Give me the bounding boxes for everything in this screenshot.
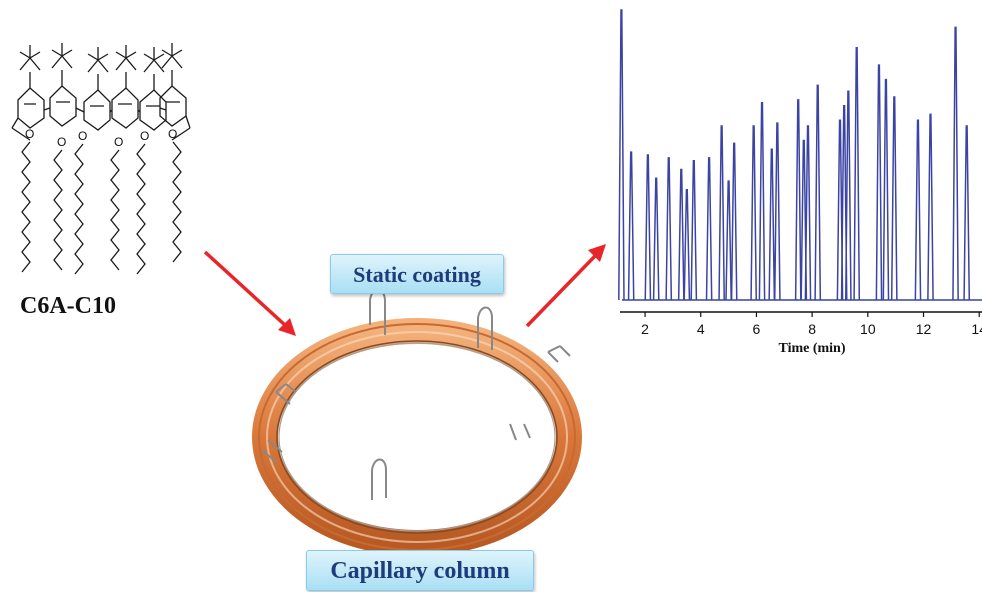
static-coating-label: Static coating bbox=[330, 254, 504, 294]
chromatogram-peak-11 bbox=[725, 180, 732, 301]
chromatogram-peak-9 bbox=[705, 157, 713, 301]
molecule-structure: O O O O O O bbox=[11, 43, 191, 275]
svg-text:O: O bbox=[25, 127, 34, 141]
x-tick-label-2: 2 bbox=[641, 321, 649, 337]
chromatogram-peak-29 bbox=[927, 113, 934, 301]
chromatogram-peak-24 bbox=[853, 46, 861, 301]
chromatogram-peak-16 bbox=[773, 122, 781, 301]
chromatogram-peak-12 bbox=[730, 142, 738, 301]
svg-text:O: O bbox=[114, 135, 123, 149]
oxygen-atoms: O O O O O O bbox=[25, 127, 177, 149]
x-axis-title: Time (min) bbox=[778, 341, 845, 356]
x-tick-label-4: 4 bbox=[697, 321, 705, 337]
svg-text:O: O bbox=[140, 129, 149, 143]
chromatogram-peak-3 bbox=[644, 154, 652, 301]
chromatogram-peak-6 bbox=[677, 168, 685, 301]
chromatogram: 2 4 6 8 10 12 14 Time (min) bbox=[618, 9, 982, 356]
chromatogram-peak-31 bbox=[963, 125, 971, 301]
arrow-column-to-chromatogram bbox=[525, 244, 606, 328]
x-tick-label-12: 12 bbox=[916, 321, 932, 337]
chromatogram-peak-8 bbox=[690, 160, 698, 301]
chromatogram-peak-27 bbox=[890, 96, 898, 301]
capillary-column-image bbox=[252, 288, 582, 556]
chromatogram-peak-4 bbox=[652, 177, 660, 301]
chromatogram-peak-7 bbox=[683, 189, 691, 301]
chromatogram-peak-26 bbox=[882, 78, 890, 301]
capillary-column-label: Capillary column bbox=[306, 550, 534, 591]
chromatogram-peak-20 bbox=[814, 84, 822, 301]
arrow-molecule-to-column bbox=[203, 250, 296, 336]
x-tick-label-10: 10 bbox=[860, 321, 876, 337]
chromatogram-peak-13 bbox=[750, 125, 758, 301]
x-axis-ticks: 2 4 6 8 10 12 14 bbox=[641, 312, 982, 337]
chromatogram-peak-10 bbox=[718, 125, 725, 301]
chromatogram-peak-18 bbox=[800, 139, 808, 301]
compound-label: C6A-C10 bbox=[20, 293, 116, 319]
chromatogram-peak-21 bbox=[836, 119, 844, 301]
chromatogram-peak-23 bbox=[844, 90, 852, 301]
chromatogram-peak-1 bbox=[618, 9, 625, 301]
alkyl-chains bbox=[21, 141, 182, 275]
chromatogram-peak-22 bbox=[840, 104, 848, 301]
x-tick-label-14: 14 bbox=[971, 321, 982, 337]
x-tick-label-8: 8 bbox=[808, 321, 816, 337]
svg-text:O: O bbox=[168, 127, 177, 141]
chromatogram-peak-14 bbox=[758, 102, 766, 301]
chromatogram-peak-17 bbox=[794, 99, 802, 301]
x-tick-label-6: 6 bbox=[753, 321, 761, 337]
chromatogram-peak-28 bbox=[914, 119, 922, 301]
tert-butyl-groups bbox=[19, 43, 183, 73]
chromatogram-peak-30 bbox=[952, 26, 959, 301]
chromatogram-trace bbox=[618, 9, 982, 301]
chromatogram-peak-25 bbox=[875, 64, 883, 301]
svg-text:O: O bbox=[78, 129, 87, 143]
chromatogram-peak-5 bbox=[665, 157, 673, 301]
chromatogram-peak-19 bbox=[804, 125, 812, 301]
svg-text:O: O bbox=[57, 135, 66, 149]
cage-wires bbox=[261, 288, 571, 500]
chromatogram-peak-15 bbox=[768, 148, 776, 301]
chromatogram-peak-2 bbox=[627, 151, 635, 301]
calixarene-rings bbox=[11, 70, 191, 141]
